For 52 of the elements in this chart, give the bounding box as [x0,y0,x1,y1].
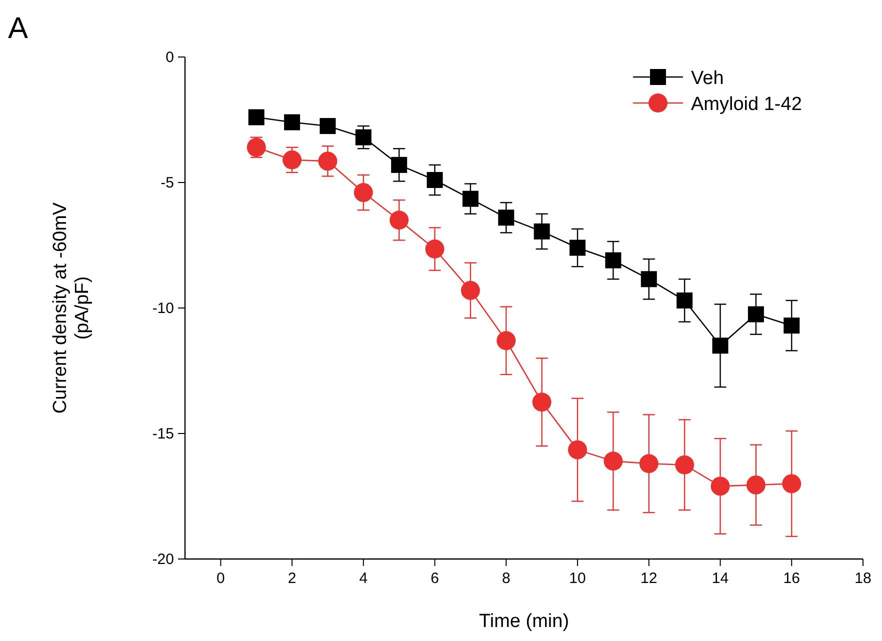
point [355,129,372,146]
point [534,223,550,240]
point [640,271,657,288]
x-axis-title: Time (min) [478,611,570,632]
x-tick-label: 2 [288,570,296,587]
point [675,455,694,474]
point [284,114,300,130]
point [318,152,338,171]
chart-title: A [8,12,28,45]
x-tick-label: 10 [569,570,586,587]
point [282,150,302,170]
legend-label: Amyloid 1-42 [691,94,802,115]
point [712,338,728,354]
y-tick-label: -15 [152,426,174,442]
x-tick-label: 14 [712,570,729,587]
point [498,210,514,226]
point [710,476,730,496]
x-tick-label: 12 [640,570,658,587]
y-tick-label: 0 [166,49,174,66]
point [605,252,622,268]
point [604,452,623,471]
point [784,318,800,334]
x-tick-label: 18 [854,570,872,587]
point [782,474,802,494]
point [746,475,766,494]
point [496,331,516,350]
point [532,392,552,412]
point [570,240,586,256]
point [426,172,443,188]
x-tick-label: 6 [430,570,439,587]
point [391,156,408,173]
y-tick-label: -5 [160,174,174,192]
point [425,240,444,259]
point [248,109,264,126]
y-tick-label: -10 [152,300,174,317]
point [460,280,480,300]
x-tick-label: 16 [783,570,800,587]
x-tick-label: 8 [502,570,510,587]
point [246,138,266,157]
point [390,210,409,230]
y-tick-label: -20 [152,551,174,568]
point [462,190,478,207]
point [676,292,693,308]
x-tick-label: 0 [216,570,225,587]
point [639,454,658,474]
point [320,118,336,134]
legend-label: Veh [691,68,724,89]
x-tick-label: 4 [359,570,368,587]
y-axis-title: Current density at -60mV (pA/pF) [50,202,93,414]
point [354,183,373,202]
point [568,440,588,460]
point [748,306,764,322]
